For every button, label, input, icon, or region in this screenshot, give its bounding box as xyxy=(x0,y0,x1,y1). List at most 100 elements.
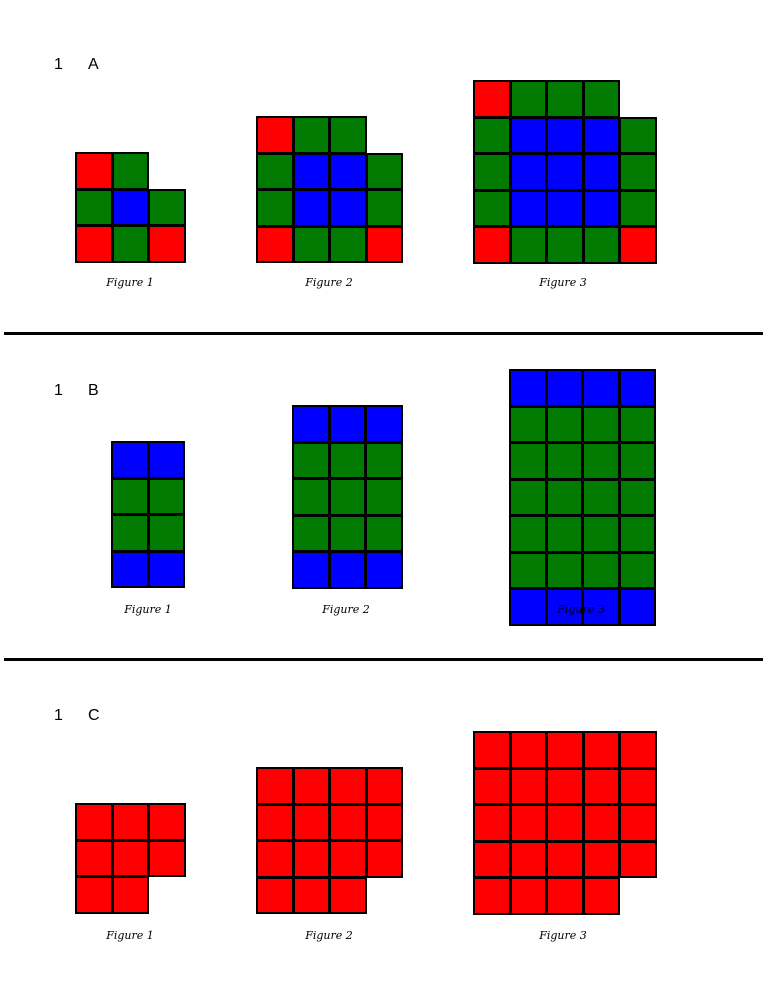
figure-c1-caption: Figure 1 xyxy=(106,929,154,942)
red-tile xyxy=(546,731,584,769)
blue-tile xyxy=(292,189,330,227)
green-tile xyxy=(582,80,620,118)
green-tile xyxy=(292,478,330,516)
green-tile xyxy=(292,225,330,263)
red-tile xyxy=(509,804,547,842)
red-tile xyxy=(111,876,149,914)
blue-tile xyxy=(509,369,547,407)
blue-tile xyxy=(546,116,584,154)
red-tile xyxy=(292,803,330,841)
figure-b3-caption: Figure 3 xyxy=(557,603,605,616)
red-tile xyxy=(509,731,547,769)
red-tile xyxy=(75,225,113,263)
green-tile xyxy=(509,80,547,118)
green-tile xyxy=(365,514,403,552)
section-letter: A xyxy=(88,56,99,73)
blue-tile xyxy=(147,550,185,588)
red-tile xyxy=(75,839,113,877)
red-tile xyxy=(148,839,186,877)
green-tile xyxy=(111,477,149,515)
green-tile xyxy=(292,441,330,479)
green-tile xyxy=(365,189,403,227)
red-tile xyxy=(473,226,511,264)
section-number: 1 xyxy=(54,56,63,73)
red-tile xyxy=(75,876,113,914)
red-tile xyxy=(329,767,367,805)
green-tile xyxy=(545,515,583,553)
figure-a1-caption: Figure 1 xyxy=(106,276,154,289)
red-tile xyxy=(619,840,657,878)
green-tile xyxy=(473,153,511,191)
red-tile xyxy=(619,767,657,805)
green-tile xyxy=(509,226,547,264)
green-tile xyxy=(619,116,657,154)
red-tile xyxy=(546,804,584,842)
green-tile xyxy=(292,514,330,552)
figure-a3-caption: Figure 3 xyxy=(539,276,587,289)
red-tile xyxy=(509,877,547,915)
green-tile xyxy=(582,551,620,589)
red-tile xyxy=(329,876,367,914)
red-tile xyxy=(546,767,584,805)
blue-tile xyxy=(292,152,330,190)
green-tile xyxy=(545,478,583,516)
red-tile xyxy=(75,152,113,190)
red-tile xyxy=(473,767,511,805)
blue-tile xyxy=(328,551,366,589)
green-tile xyxy=(582,442,620,480)
section-divider xyxy=(4,658,763,661)
green-tile xyxy=(618,405,656,443)
blue-tile xyxy=(292,551,330,589)
blue-tile xyxy=(329,152,367,190)
red-tile xyxy=(256,876,294,914)
figure-b2-caption: Figure 2 xyxy=(322,603,370,616)
green-tile xyxy=(111,514,149,552)
green-tile xyxy=(292,116,330,154)
blue-tile xyxy=(365,551,403,589)
blue-tile xyxy=(582,116,620,154)
section-letter: B xyxy=(88,382,99,399)
red-tile xyxy=(292,876,330,914)
section-number: 1 xyxy=(54,707,63,724)
green-tile xyxy=(147,514,185,552)
green-tile xyxy=(582,226,620,264)
blue-tile xyxy=(582,369,620,407)
red-tile xyxy=(148,803,186,841)
blue-tile xyxy=(328,405,366,443)
green-tile xyxy=(582,478,620,516)
red-tile xyxy=(256,840,294,878)
green-tile xyxy=(582,405,620,443)
green-tile xyxy=(473,189,511,227)
green-tile xyxy=(545,405,583,443)
green-tile xyxy=(365,152,403,190)
green-tile xyxy=(256,152,294,190)
green-tile xyxy=(546,80,584,118)
figure-b1-caption: Figure 1 xyxy=(124,603,172,616)
green-tile xyxy=(509,478,547,516)
blue-tile xyxy=(111,441,149,479)
green-tile xyxy=(473,116,511,154)
red-tile xyxy=(256,803,294,841)
red-tile xyxy=(75,803,113,841)
red-tile xyxy=(582,731,620,769)
red-tile xyxy=(619,731,657,769)
green-tile xyxy=(618,442,656,480)
green-tile xyxy=(618,515,656,553)
figure-c2-caption: Figure 2 xyxy=(305,929,353,942)
blue-tile xyxy=(582,153,620,191)
green-tile xyxy=(329,225,367,263)
blue-tile xyxy=(545,369,583,407)
red-tile xyxy=(473,731,511,769)
green-tile xyxy=(111,152,149,190)
red-tile xyxy=(546,877,584,915)
red-tile xyxy=(509,767,547,805)
green-tile xyxy=(509,515,547,553)
red-tile xyxy=(582,767,620,805)
green-tile xyxy=(509,405,547,443)
red-tile xyxy=(111,803,149,841)
green-tile xyxy=(365,441,403,479)
red-tile xyxy=(329,803,367,841)
red-tile xyxy=(256,767,294,805)
blue-tile xyxy=(111,550,149,588)
green-tile xyxy=(256,189,294,227)
